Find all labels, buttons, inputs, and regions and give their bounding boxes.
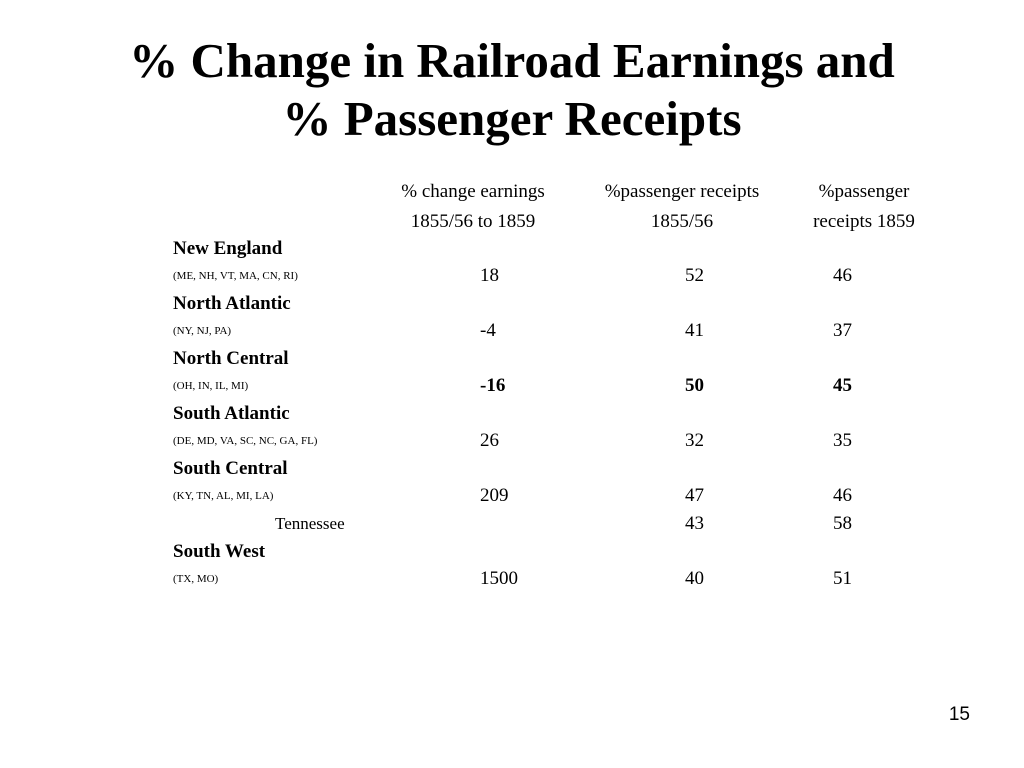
region-states: (ME, NH, VT, MA, CN, RI) xyxy=(173,270,298,282)
passenger-receipts-1855-value: 52 xyxy=(685,265,704,286)
column-header-line-1: % change earnings xyxy=(401,181,545,202)
table-row: (ME, NH, VT, MA, CN, RI) 18 52 46 xyxy=(0,262,1024,290)
passenger-receipts-1855-value: 40 xyxy=(685,568,704,589)
passenger-receipts-1859-value: 37 xyxy=(833,320,852,341)
region-states: (TX, MO) xyxy=(173,573,219,585)
column-header-line-2: 1855/56 to 1859 xyxy=(410,211,536,232)
region-states: (NY, NJ, PA) xyxy=(173,325,232,337)
table-row: (NY, NJ, PA) -4 41 37 xyxy=(0,317,1024,345)
page-number: 15 xyxy=(948,704,970,725)
region-states: (DE, MD, VA, SC, NC, GA, FL) xyxy=(173,435,318,447)
table-row: (DE, MD, VA, SC, NC, GA, FL) 26 32 35 xyxy=(0,427,1024,455)
change-earnings-value: 1500 xyxy=(480,568,518,589)
change-earnings-value: 209 xyxy=(480,485,509,506)
change-earnings-value: 26 xyxy=(480,430,499,451)
table-row: (OH, IN, IL, MI) -16 50 45 xyxy=(0,372,1024,400)
title-line-2: % Passenger Receipts xyxy=(282,91,742,146)
column-header-line-2: 1855/56 xyxy=(650,211,714,232)
change-earnings-value: -16 xyxy=(480,375,506,396)
passenger-receipts-1859-value: 46 xyxy=(833,485,852,506)
region-heading: New England xyxy=(0,235,1024,262)
region-name: South Atlantic xyxy=(173,403,290,424)
region-name: New England xyxy=(173,238,283,259)
column-header-line-1: %passenger receipts xyxy=(604,181,760,202)
passenger-receipts-1855-value: 47 xyxy=(685,485,704,506)
data-table: New England (ME, NH, VT, MA, CN, RI) 18 … xyxy=(0,235,1024,593)
region-heading: South Atlantic xyxy=(0,400,1024,427)
change-earnings-value: -4 xyxy=(480,320,496,341)
region-states: (KY, TN, AL, MI, LA) xyxy=(173,490,274,502)
table-row: Tennessee 43 58 xyxy=(0,510,1024,538)
passenger-receipts-1859-value: 46 xyxy=(833,265,852,286)
column-header-change-earnings: % change earnings 1855/56 to 1859 xyxy=(360,177,586,237)
slide-title: % Change in Railroad Earnings and % Pass… xyxy=(0,32,1024,148)
region-name: South West xyxy=(173,541,266,562)
table-row: (KY, TN, AL, MI, LA) 209 47 46 xyxy=(0,482,1024,510)
column-header-passenger-receipts-1859: %passenger receipts 1859 xyxy=(786,177,942,237)
subregion-label: Tennessee xyxy=(275,514,345,533)
region-name: North Atlantic xyxy=(173,293,291,314)
passenger-receipts-1855-value: 50 xyxy=(685,375,704,396)
change-earnings-value: 18 xyxy=(480,265,499,286)
passenger-receipts-1855-value: 41 xyxy=(685,320,704,341)
region-heading: South Central xyxy=(0,455,1024,482)
region-heading: South West xyxy=(0,538,1024,565)
passenger-receipts-1859-value: 58 xyxy=(833,513,852,534)
passenger-receipts-1855-value: 43 xyxy=(685,513,704,534)
region-name: North Central xyxy=(173,348,289,369)
column-header-passenger-receipts-1855: %passenger receipts 1855/56 xyxy=(578,177,786,237)
region-heading: North Atlantic xyxy=(0,290,1024,317)
table-row: (TX, MO) 1500 40 51 xyxy=(0,565,1024,593)
title-line-1: % Change in Railroad Earnings and xyxy=(129,33,895,88)
passenger-receipts-1859-value: 45 xyxy=(833,375,852,396)
passenger-receipts-1859-value: 35 xyxy=(833,430,852,451)
passenger-receipts-1855-value: 32 xyxy=(685,430,704,451)
column-header-line-2: receipts 1859 xyxy=(813,211,915,232)
region-states: (OH, IN, IL, MI) xyxy=(173,380,249,392)
passenger-receipts-1859-value: 51 xyxy=(833,568,852,589)
column-header-line-1: %passenger xyxy=(818,181,910,202)
region-name: South Central xyxy=(173,458,288,479)
region-heading: North Central xyxy=(0,345,1024,372)
